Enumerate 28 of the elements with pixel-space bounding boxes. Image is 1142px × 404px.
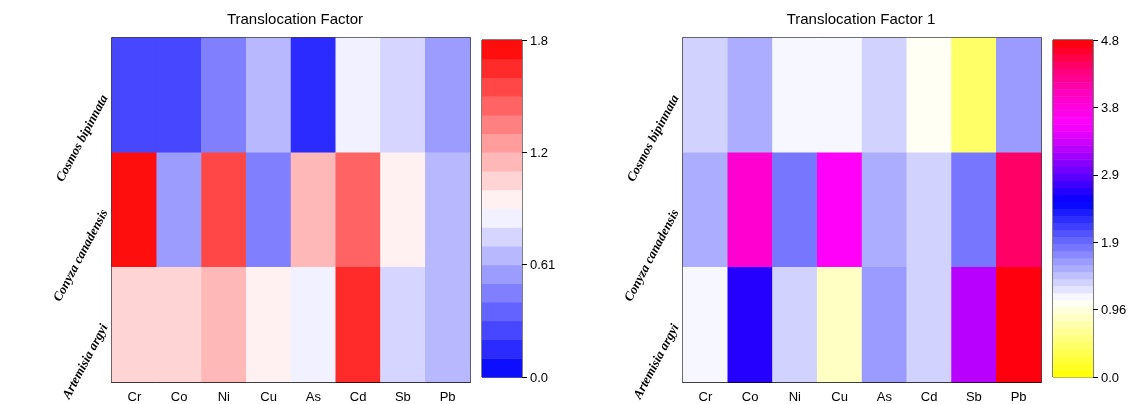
chart-title: Translocation Factor: [226, 10, 364, 27]
x-tick-label: Pb: [1010, 389, 1027, 404]
x-tick-label: Sb: [965, 389, 982, 404]
color-bar-label: 1.2: [530, 144, 549, 160]
color-bar-label: 0.0: [1101, 369, 1120, 385]
color-bar-label: 1.9: [1101, 234, 1120, 250]
color-bar-label: 2.9: [1101, 167, 1120, 183]
x-tick-label: Co: [170, 389, 188, 404]
color-bar-label: 0.0: [530, 369, 549, 385]
color-bar-label: 0.96: [1101, 302, 1127, 318]
color-bar-label: 3.8: [1101, 99, 1120, 115]
x-tick-label: Co: [741, 389, 759, 404]
x-tick-label: Cu: [831, 389, 848, 404]
x-tick-label: Ni: [217, 389, 231, 404]
x-tick-label: As: [876, 389, 893, 404]
x-tick-label: Cu: [260, 389, 277, 404]
x-tick-label: Cd: [349, 389, 367, 404]
chart-title: Translocation Factor 1: [786, 10, 936, 27]
x-tick-label: Cr: [698, 389, 713, 404]
x-tick-label: Ni: [788, 389, 802, 404]
x-tick-label: Cd: [920, 389, 938, 404]
x-tick-label: Pb: [439, 389, 456, 404]
color-bar-label: 1.8: [530, 32, 549, 48]
x-tick-label: Cr: [127, 389, 142, 404]
x-tick-label: Sb: [394, 389, 411, 404]
color-bar-label: 0.61: [530, 257, 556, 273]
x-tick-label: As: [305, 389, 322, 404]
color-bar-label: 4.8: [1101, 32, 1120, 48]
